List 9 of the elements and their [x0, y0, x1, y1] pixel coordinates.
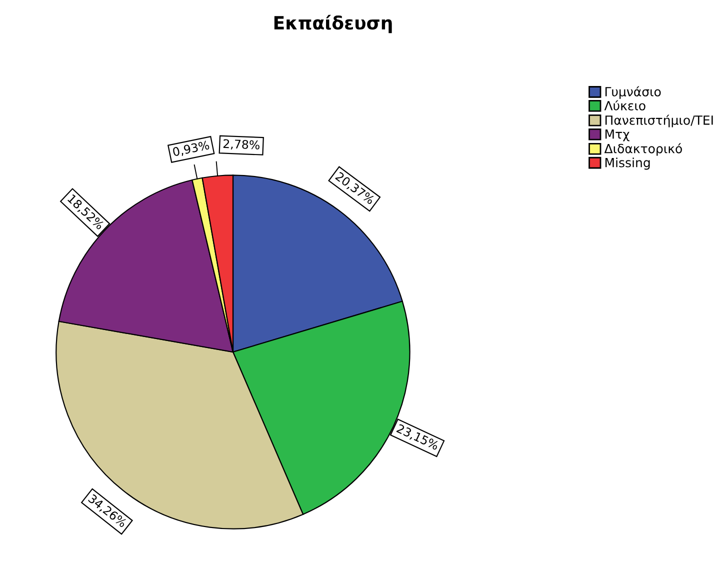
legend-label: Γυμνάσιο: [605, 86, 661, 99]
legend-label: Missing: [605, 158, 650, 170]
legend-label: Πανεπιστήμιο/ΤΕΙ: [605, 114, 713, 128]
legend-label: Διδακτορικό: [604, 143, 682, 156]
legend-label: Λύκειο: [604, 100, 646, 110]
legend-label: Μτχ: [605, 130, 630, 142]
data-label: 2,78%: [223, 139, 260, 151]
data-label: 0,93%: [172, 140, 210, 158]
chart-title: Εκπαίδευση: [274, 14, 392, 34]
